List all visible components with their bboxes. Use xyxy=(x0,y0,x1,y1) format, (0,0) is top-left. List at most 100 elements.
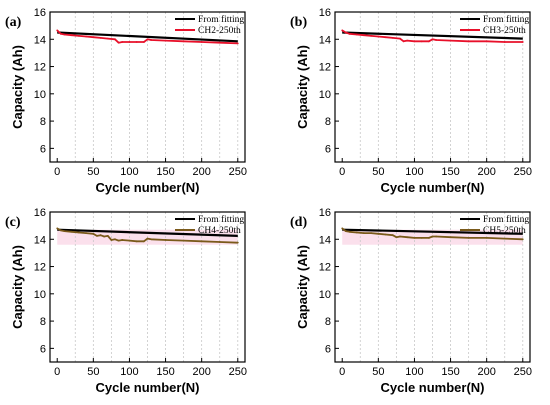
y-tick-label: 6 xyxy=(325,343,331,355)
data-point xyxy=(420,237,423,239)
data-point xyxy=(114,238,116,241)
plot-frame xyxy=(334,211,531,363)
data-point xyxy=(182,40,185,43)
data-point xyxy=(99,234,102,237)
data-point xyxy=(236,42,239,45)
data-point xyxy=(85,35,88,38)
x-tick-label: 0 xyxy=(54,366,60,378)
chart-panel: 0 50 100 150 200 250 6 8 10 12 14 16 From fittingCH2… xyxy=(5,7,247,195)
y-axis-title: Capacity (Ah) xyxy=(10,245,25,329)
data-point xyxy=(391,37,394,39)
data-point xyxy=(142,41,145,43)
data-point xyxy=(106,37,109,40)
x-axis-title: Cycle number(N) xyxy=(95,180,199,195)
chart-panel: 0 50 100 150 200 250 6 8 10 12 14 16 From fittingCH5… xyxy=(290,207,532,395)
x-tick-label: 200 xyxy=(192,166,210,178)
y-tick-label: 6 xyxy=(40,143,46,155)
x-tick-label: 0 xyxy=(339,366,345,378)
y-tick-label: 8 xyxy=(40,316,46,328)
data-point xyxy=(142,240,145,243)
data-point xyxy=(146,237,149,240)
x-tick-label: 200 xyxy=(477,366,495,378)
data-point xyxy=(344,230,347,232)
data-point xyxy=(96,234,98,237)
data-point xyxy=(384,36,387,39)
data-point xyxy=(467,40,470,43)
x-axis-title: Cycle number(N) xyxy=(95,380,199,395)
y-axis-title: Capacity (Ah) xyxy=(295,45,310,129)
y-tick-label: 6 xyxy=(325,143,331,155)
data-point xyxy=(427,237,430,239)
legend-label: CH3-250th xyxy=(483,26,526,36)
data-point xyxy=(355,33,358,36)
x-axis-title: Cycle number(N) xyxy=(380,180,484,195)
data-point xyxy=(348,230,351,233)
series-line xyxy=(57,31,238,43)
chart-panel: 0 50 100 150 200 250 6 8 10 12 14 16 From fittingCH3… xyxy=(290,7,532,195)
legend-label: From fitting xyxy=(198,214,244,225)
data-point xyxy=(413,40,416,43)
series-line xyxy=(342,228,523,235)
legend-label: CH4-250th xyxy=(198,226,241,236)
data-point xyxy=(370,34,373,37)
y-tick-label: 14 xyxy=(34,34,46,46)
x-tick-label: 150 xyxy=(441,166,459,178)
x-tick-label: 200 xyxy=(192,366,210,378)
data-point xyxy=(128,41,131,43)
y-tick-label: 8 xyxy=(40,116,46,128)
x-tick-label: 200 xyxy=(477,166,495,178)
data-point xyxy=(128,239,131,242)
x-tick-label: 50 xyxy=(87,166,99,178)
data-point xyxy=(85,232,88,235)
plot-frame xyxy=(334,11,531,163)
data-point xyxy=(117,239,120,242)
data-point xyxy=(121,239,124,241)
data-point xyxy=(63,230,66,232)
y-tick-label: 14 xyxy=(34,234,46,246)
y-tick-label: 14 xyxy=(319,34,331,46)
data-point xyxy=(406,39,409,42)
data-point xyxy=(150,39,153,41)
data-point xyxy=(399,235,401,238)
data-point xyxy=(384,233,387,236)
data-point xyxy=(348,32,351,35)
y-tick-label: 12 xyxy=(34,62,46,74)
data-point xyxy=(341,29,344,32)
x-tick-label: 150 xyxy=(441,366,459,378)
x-axis-title: Cycle number(N) xyxy=(380,380,484,395)
data-point xyxy=(431,235,434,238)
data-point xyxy=(218,41,221,44)
data-point xyxy=(146,38,149,41)
data-point xyxy=(56,227,59,230)
legend-label: From fitting xyxy=(483,14,529,25)
y-tick-label: 8 xyxy=(325,116,331,128)
y-tick-label: 10 xyxy=(319,289,331,301)
data-point xyxy=(485,40,488,43)
data-point xyxy=(103,235,106,238)
x-tick-label: 0 xyxy=(54,166,60,178)
data-point xyxy=(77,34,80,37)
data-point xyxy=(218,241,221,243)
y-tick-label: 12 xyxy=(319,62,331,74)
data-point xyxy=(117,41,120,44)
plot-frame xyxy=(49,211,246,363)
data-point xyxy=(70,230,73,233)
x-tick-label: 100 xyxy=(405,366,423,378)
data-point xyxy=(99,37,102,39)
data-point xyxy=(503,41,506,43)
data-point xyxy=(59,229,62,232)
x-tick-label: 100 xyxy=(405,166,423,178)
data-point xyxy=(200,240,203,243)
data-point xyxy=(236,241,239,244)
x-tick-label: 100 xyxy=(120,166,138,178)
data-point xyxy=(521,238,524,241)
data-point xyxy=(92,36,95,39)
data-point xyxy=(150,238,153,241)
x-tick-label: 150 xyxy=(156,366,174,378)
data-point xyxy=(377,232,380,235)
x-tick-label: 250 xyxy=(229,366,247,378)
x-tick-label: 50 xyxy=(372,366,384,378)
x-tick-label: 0 xyxy=(339,166,345,178)
data-point xyxy=(449,236,452,239)
chart-panel: 0 50 100 150 200 250 6 8 10 12 14 16 From fittingCH4… xyxy=(5,207,247,395)
